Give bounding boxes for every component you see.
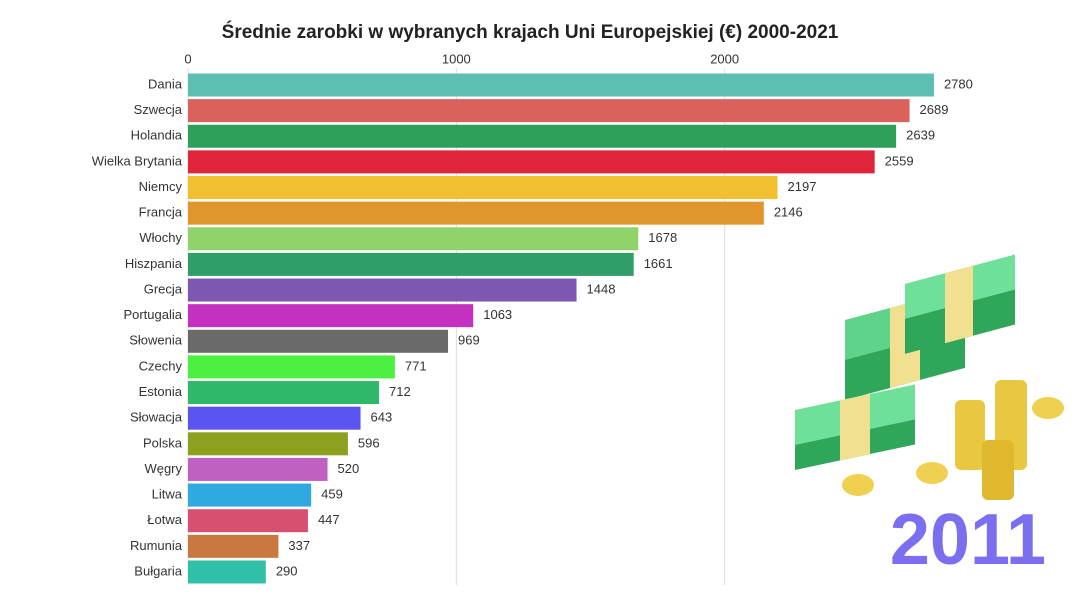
value-label: 712 bbox=[389, 384, 411, 399]
value-label: 459 bbox=[321, 487, 343, 502]
value-label: 2639 bbox=[906, 128, 935, 143]
value-label: 290 bbox=[276, 563, 298, 578]
value-label: 2689 bbox=[920, 102, 949, 117]
value-label: 1448 bbox=[587, 281, 616, 296]
y-tick-label: Francja bbox=[139, 205, 183, 220]
y-tick-label: Hiszpania bbox=[125, 256, 183, 271]
value-label: 1661 bbox=[644, 256, 673, 271]
value-label: 2197 bbox=[788, 179, 817, 194]
value-label: 447 bbox=[318, 512, 340, 527]
value-label: 643 bbox=[371, 410, 393, 425]
bar bbox=[188, 73, 934, 97]
y-tick-label: Czechy bbox=[139, 358, 183, 373]
bar bbox=[188, 381, 380, 405]
year-label: 2011 bbox=[890, 500, 1046, 580]
value-label: 1063 bbox=[483, 307, 512, 322]
bar bbox=[188, 99, 910, 123]
value-label: 337 bbox=[288, 538, 310, 553]
x-tick-label: 0 bbox=[184, 51, 191, 66]
y-tick-label: Szwecja bbox=[134, 102, 183, 117]
y-tick-label: Wielka Brytania bbox=[92, 153, 183, 168]
value-label: 771 bbox=[405, 358, 427, 373]
bar bbox=[188, 457, 328, 481]
bar bbox=[188, 432, 348, 456]
x-tick-label: 1000 bbox=[442, 51, 471, 66]
bar bbox=[188, 176, 778, 200]
y-tick-label: Estonia bbox=[139, 384, 183, 399]
y-tick-label: Łotwa bbox=[147, 512, 182, 527]
value-label: 520 bbox=[338, 461, 360, 476]
bar bbox=[188, 278, 577, 302]
bar bbox=[188, 509, 308, 533]
value-label: 2559 bbox=[885, 153, 914, 168]
y-tick-label: Holandia bbox=[131, 128, 183, 143]
bar bbox=[188, 355, 395, 379]
y-tick-label: Słowacja bbox=[130, 410, 183, 425]
value-label: 969 bbox=[458, 333, 480, 348]
bar bbox=[188, 124, 897, 148]
bar bbox=[188, 304, 474, 328]
y-tick-label: Grecja bbox=[144, 281, 183, 296]
value-label: 1678 bbox=[648, 230, 677, 245]
y-tick-label: Rumunia bbox=[130, 538, 183, 553]
y-tick-label: Węgry bbox=[144, 461, 182, 476]
bar bbox=[188, 201, 764, 225]
bar bbox=[188, 329, 449, 353]
y-tick-label: Polska bbox=[143, 435, 183, 450]
y-tick-label: Dania bbox=[148, 76, 183, 91]
y-tick-label: Portugalia bbox=[123, 307, 182, 322]
y-tick-label: Litwa bbox=[152, 487, 183, 502]
bar bbox=[188, 560, 266, 584]
bar bbox=[188, 252, 634, 276]
value-label: 596 bbox=[358, 435, 380, 450]
bar bbox=[188, 483, 312, 507]
y-tick-label: Niemcy bbox=[139, 179, 183, 194]
money-illustration bbox=[795, 254, 1064, 500]
y-tick-label: Bułgaria bbox=[134, 563, 182, 578]
bar bbox=[188, 406, 361, 430]
value-label: 2780 bbox=[944, 76, 973, 91]
bar bbox=[188, 227, 639, 251]
chart-title: Średnie zarobki w wybranych krajach Uni … bbox=[222, 21, 839, 43]
bar bbox=[188, 150, 875, 174]
y-tick-label: Włochy bbox=[139, 230, 182, 245]
bar bbox=[188, 534, 279, 558]
y-tick-label: Słowenia bbox=[129, 333, 183, 348]
x-tick-label: 2000 bbox=[710, 51, 739, 66]
value-label: 2146 bbox=[774, 205, 803, 220]
